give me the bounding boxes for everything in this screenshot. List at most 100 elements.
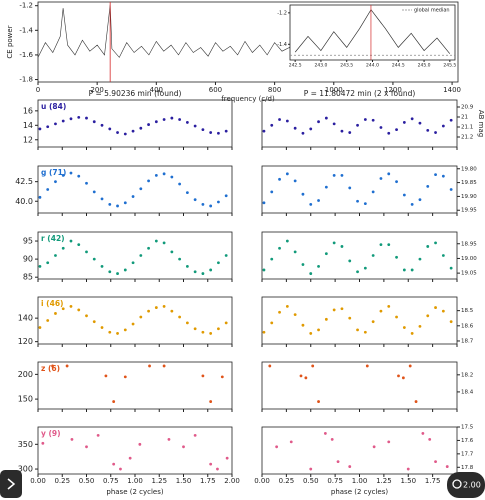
y-tick-label: 14 [23,121,33,130]
panel-title: P = 11.80472 min (2 x found) [304,89,416,98]
data-point [309,272,313,275]
data-point [85,181,88,185]
x-axis-label: phase (2 cycles) [106,488,163,496]
data-point [387,243,391,247]
data-point [348,316,352,320]
data-point [69,239,73,243]
data-point [92,120,96,124]
data-point [293,126,297,130]
data-point [449,320,453,324]
panel-frame [261,99,458,148]
x-tick-label: 600 [209,86,222,94]
data-point [317,264,320,268]
y-axis-label: CE power [6,25,14,58]
data-point [410,202,414,206]
data-point [85,116,88,120]
data-point [170,116,174,120]
data-point [138,442,142,446]
data-point [285,119,289,123]
data-point [434,306,437,309]
x-tick-label: 0.75 [103,477,119,485]
data-point [220,375,224,379]
data-point [340,174,344,177]
band-label: r (42) [41,234,65,243]
x-tick-label: 1200 [384,86,402,94]
band-label: y (9) [41,429,61,438]
inset-x-tick-label: 245.5 [443,63,456,69]
x-tick-label: 1.25 [151,477,167,485]
data-point [356,328,359,332]
data-point [162,241,166,245]
data-point [54,180,57,184]
data-point [185,264,189,268]
data-point [317,328,320,332]
band-label: g (71) [41,168,66,177]
data-point [92,320,96,324]
data-point [301,263,305,266]
data-point [108,127,112,131]
y-tick-label: 200 [18,370,33,379]
data-point [299,374,303,378]
data-point [162,118,166,121]
data-point [201,374,205,378]
zoom-button[interactable] [447,472,485,498]
data-point [116,332,119,335]
data-point [170,250,174,254]
data-point [371,118,375,122]
y2-tick-label: 18.5 [461,308,474,314]
data-point [77,174,81,178]
y-tick-label: -1.2 [19,2,33,10]
data-point [262,330,266,334]
data-point [397,374,400,378]
data-point [193,434,197,437]
panel-frame [261,361,458,410]
data-point [77,308,81,312]
data-point [139,315,143,319]
data-point [201,272,205,275]
y2-tick-label: 19.95 [461,208,477,214]
data-point [116,204,119,208]
data-point [154,120,158,124]
data-point [418,121,422,125]
data-point [46,125,50,129]
data-point [418,324,422,328]
data-point [147,179,150,183]
x-tick-label: 0.75 [327,477,343,485]
panel-frame [37,231,233,280]
data-point [336,460,340,464]
x-tick-label: 1.50 [176,477,192,485]
data-point [365,364,369,368]
x-tick-label: 0.00 [254,477,270,485]
data-point [289,440,293,444]
data-point [201,202,205,206]
data-point [270,321,274,325]
data-point [270,123,274,127]
data-point [426,128,430,132]
data-point [201,128,205,132]
y2-tick-label: 21.2 [461,135,473,141]
data-point [216,467,219,471]
inset-x-tick-label: 244.5 [392,63,405,69]
data-point [162,172,166,176]
data-point [224,129,228,133]
data-point [185,121,189,124]
x-axis-label: frequency (c/d) [221,95,275,103]
data-point [387,305,391,308]
x-tick-label: 0.25 [279,477,295,485]
data-point [61,174,65,177]
inset-x-tick-label: 243.5 [340,63,353,69]
x-tick-label: 1.25 [376,477,392,485]
data-point [108,330,112,334]
data-point [278,177,281,181]
data-point [356,123,359,127]
data-point [309,202,313,206]
data-point [108,202,112,206]
prev-button[interactable] [0,470,22,498]
y-tick-label: 42.5 [15,177,33,186]
data-point [112,462,116,466]
data-point [428,437,432,441]
data-point [162,305,166,308]
data-point [402,268,406,272]
data-point [193,270,197,274]
x-tick-label: 0.50 [303,477,319,485]
